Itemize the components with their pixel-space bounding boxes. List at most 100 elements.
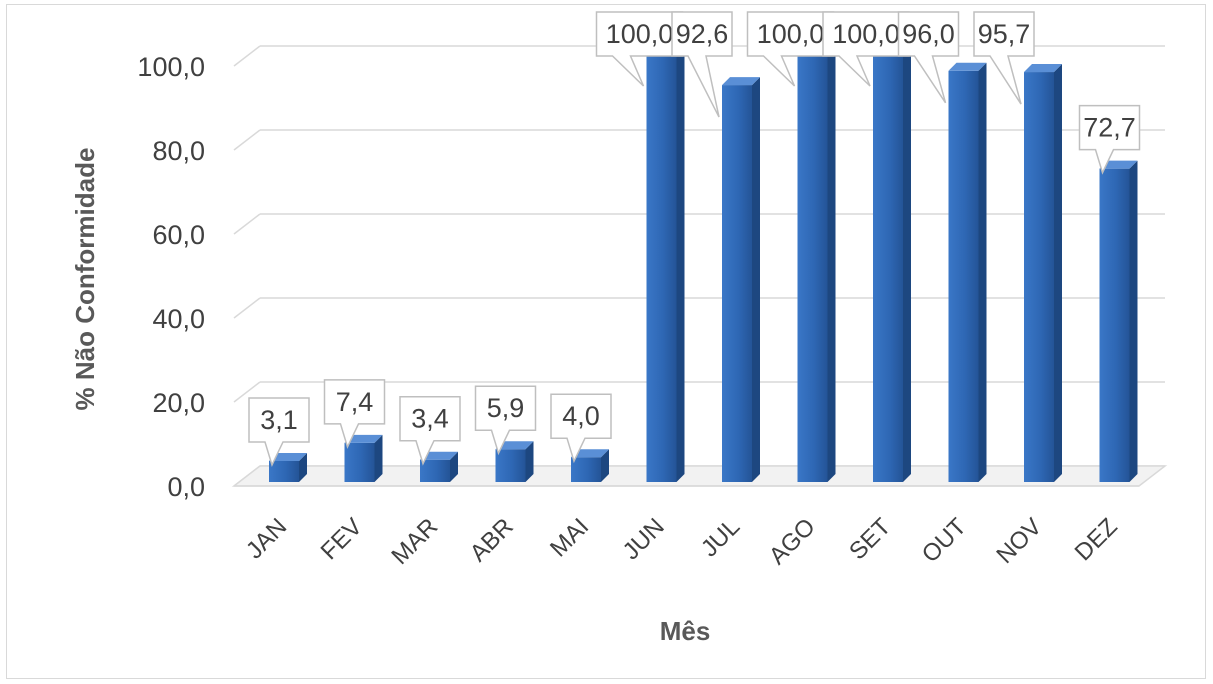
data-label: 100,0 bbox=[746, 11, 835, 87]
data-label: 3,1 bbox=[248, 397, 310, 468]
bar-front bbox=[420, 459, 450, 482]
x-tick-label: JUL bbox=[696, 513, 745, 562]
x-tick-label: JAN bbox=[241, 513, 292, 564]
gridline-side bbox=[233, 381, 261, 403]
y-tick-label: 20,0 bbox=[152, 388, 205, 418]
bar-front bbox=[344, 442, 375, 482]
bar-side bbox=[299, 452, 307, 482]
data-label-text: 3,1 bbox=[260, 405, 298, 435]
x-tick-label: FEV bbox=[316, 513, 368, 565]
gridline-side bbox=[233, 129, 261, 151]
bar-top bbox=[571, 449, 609, 458]
data-label-box bbox=[399, 395, 461, 466]
data-label-box bbox=[248, 397, 310, 468]
data-label-text: 100,0 bbox=[832, 19, 900, 49]
x-tick-label: DEZ bbox=[1070, 513, 1123, 566]
bar-front bbox=[571, 457, 601, 482]
data-label-text: 5,9 bbox=[487, 393, 525, 423]
data-label-text: 96,0 bbox=[902, 19, 955, 49]
bar-side bbox=[1054, 64, 1062, 482]
chart-frame bbox=[6, 4, 1206, 679]
bar bbox=[344, 434, 383, 482]
data-label: 3,4 bbox=[399, 395, 461, 466]
bar bbox=[1099, 160, 1138, 482]
bar bbox=[495, 441, 534, 482]
data-label-text: 100,0 bbox=[757, 19, 825, 49]
bar-side bbox=[827, 46, 836, 482]
x-tick-label: SET bbox=[844, 513, 896, 565]
data-label: 5,9 bbox=[474, 385, 537, 456]
data-label-box bbox=[550, 393, 612, 464]
bar-top bbox=[420, 451, 458, 460]
data-label: 100,0 bbox=[595, 11, 684, 87]
bar-side bbox=[978, 62, 987, 483]
bar bbox=[797, 46, 836, 482]
y-tick-label: 40,0 bbox=[152, 304, 205, 334]
bar-side bbox=[1129, 160, 1138, 482]
data-label-box bbox=[323, 379, 386, 449]
bar-top bbox=[1024, 64, 1062, 73]
bar bbox=[420, 451, 458, 482]
bar-front bbox=[646, 54, 677, 482]
bar bbox=[948, 62, 987, 483]
bar-side bbox=[374, 434, 383, 482]
bar bbox=[571, 449, 609, 482]
data-label: 92,6 bbox=[671, 11, 733, 118]
bar-front bbox=[269, 460, 299, 482]
x-tick-label: JUN bbox=[618, 513, 670, 565]
x-tick-label: ABR bbox=[465, 513, 519, 567]
bar bbox=[722, 77, 760, 482]
bar-front bbox=[797, 54, 828, 482]
bar-side bbox=[676, 46, 685, 482]
data-label-text: 95,7 bbox=[978, 19, 1031, 49]
bar-side bbox=[601, 449, 609, 482]
data-label: 4,0 bbox=[550, 393, 612, 464]
data-label: 96,0 bbox=[897, 11, 960, 104]
y-tick-label: 80,0 bbox=[152, 136, 205, 166]
bar-front bbox=[1099, 168, 1130, 482]
data-label: 95,7 bbox=[973, 11, 1035, 105]
bar-top bbox=[495, 441, 534, 450]
x-tick-label: MAR bbox=[386, 513, 443, 570]
data-label-text: 3,4 bbox=[411, 404, 449, 434]
data-label-text: 72,7 bbox=[1083, 113, 1136, 143]
bar-side bbox=[903, 46, 911, 482]
data-label-text: 100,0 bbox=[606, 19, 674, 49]
bar-top bbox=[948, 62, 987, 71]
data-label-box bbox=[671, 11, 733, 118]
gridline-side bbox=[233, 213, 261, 235]
bar-side bbox=[450, 451, 458, 482]
bar bbox=[646, 46, 685, 482]
data-label-text: 92,6 bbox=[676, 19, 729, 49]
bar-front bbox=[1024, 72, 1054, 482]
x-tick-label: AGO bbox=[764, 513, 821, 570]
bar-top bbox=[344, 434, 383, 443]
data-label: 72,7 bbox=[1078, 104, 1141, 175]
bar bbox=[1024, 64, 1062, 482]
x-tick-label: NOV bbox=[991, 513, 1047, 569]
gridline-side bbox=[233, 297, 261, 319]
data-label: 7,4 bbox=[323, 379, 386, 449]
data-label-text: 4,0 bbox=[562, 401, 600, 431]
data-label-box bbox=[973, 11, 1035, 105]
y-tick-label: 0,0 bbox=[167, 472, 205, 502]
bar bbox=[269, 452, 307, 482]
y-tick-label: 60,0 bbox=[152, 220, 205, 250]
bar-top bbox=[722, 77, 760, 86]
bar-front bbox=[722, 85, 752, 482]
bar-side bbox=[752, 77, 760, 482]
bar-top bbox=[1099, 160, 1138, 169]
bar-front bbox=[495, 449, 526, 482]
bar-front bbox=[948, 70, 979, 483]
data-label-box bbox=[897, 11, 960, 104]
data-label-box bbox=[1078, 104, 1141, 175]
x-axis-title: Mês bbox=[660, 616, 711, 646]
bar-front bbox=[873, 54, 903, 482]
x-tick-label: OUT bbox=[917, 513, 972, 568]
bar-side bbox=[525, 441, 534, 482]
bar bbox=[873, 46, 911, 482]
gridline-side bbox=[233, 45, 261, 67]
data-label-text: 7,4 bbox=[336, 387, 374, 417]
y-axis-title: % Não Conformidade bbox=[70, 148, 100, 411]
